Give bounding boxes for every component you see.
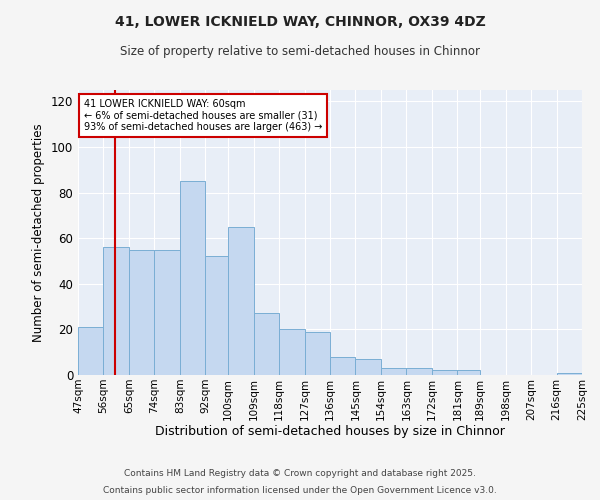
Bar: [330, 357, 355, 375]
Bar: [154, 250, 180, 375]
Bar: [406, 368, 432, 375]
Text: 41, LOWER ICKNIELD WAY, CHINNOR, OX39 4DZ: 41, LOWER ICKNIELD WAY, CHINNOR, OX39 4D…: [115, 15, 485, 29]
Bar: [305, 332, 330, 375]
Bar: [254, 314, 279, 375]
Bar: [457, 370, 480, 375]
Bar: [432, 370, 457, 375]
Bar: [78, 327, 103, 375]
Bar: [205, 256, 228, 375]
Text: Contains HM Land Registry data © Crown copyright and database right 2025.: Contains HM Land Registry data © Crown c…: [124, 468, 476, 477]
Bar: [180, 181, 205, 375]
Bar: [381, 368, 406, 375]
Bar: [279, 330, 305, 375]
Bar: [228, 227, 254, 375]
Text: Size of property relative to semi-detached houses in Chinnor: Size of property relative to semi-detach…: [120, 45, 480, 58]
Bar: [355, 359, 381, 375]
Y-axis label: Number of semi-detached properties: Number of semi-detached properties: [32, 123, 45, 342]
Bar: [103, 248, 129, 375]
Text: Contains public sector information licensed under the Open Government Licence v3: Contains public sector information licen…: [103, 486, 497, 495]
Text: 41 LOWER ICKNIELD WAY: 60sqm
← 6% of semi-detached houses are smaller (31)
93% o: 41 LOWER ICKNIELD WAY: 60sqm ← 6% of sem…: [83, 99, 322, 132]
Bar: [557, 372, 582, 375]
X-axis label: Distribution of semi-detached houses by size in Chinnor: Distribution of semi-detached houses by …: [155, 426, 505, 438]
Bar: [129, 250, 154, 375]
